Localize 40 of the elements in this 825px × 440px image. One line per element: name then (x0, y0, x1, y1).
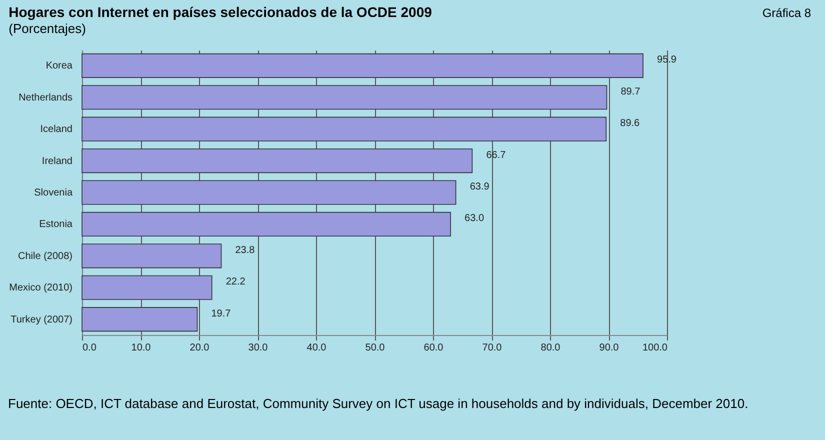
x-tick-label: 90.0 (599, 342, 620, 354)
bar (82, 244, 222, 268)
bar (82, 85, 608, 110)
y-tick-label: Mexico (2010) (9, 282, 72, 294)
data-label: 19.7 (211, 308, 232, 320)
x-tick-label: 100.0 (642, 342, 668, 354)
source-note: Fuente: OECD, ICT database and Eurostat, Community Survey on ICT usage in households and by individuals, December 2010. (8, 396, 750, 412)
x-tick-label: 10.0 (131, 342, 152, 354)
x-tick-label: 30.0 (248, 342, 268, 354)
y-tick-label: Turkey (2007) (10, 314, 72, 326)
y-tick-label: Iceland (40, 124, 72, 136)
bar (82, 307, 198, 332)
data-label: 22.2 (226, 276, 246, 288)
x-tick-label: 40.0 (306, 342, 327, 354)
bar (82, 180, 456, 205)
bar (82, 53, 644, 78)
x-tick-label: 70.0 (482, 342, 502, 354)
bar (82, 148, 473, 174)
x-tick-label: 20.0 (190, 342, 210, 354)
y-tick-label: Netherlands (18, 92, 72, 104)
bar (82, 212, 451, 236)
data-label: 63.0 (464, 213, 484, 224)
data-label: 63.9 (470, 182, 490, 192)
x-tick-label: 50.0 (365, 342, 386, 354)
x-tick-label: 80.0 (540, 342, 561, 354)
chart-title: Hogares con Internet en países seleccionados de la OCDE 2009 (8, 4, 432, 20)
y-tick-label: Ireland (42, 156, 72, 167)
chart-subtitle: (Porcentajes) (8, 21, 86, 36)
text: Gráfica 8 (762, 6, 811, 20)
data-label: 89.7 (620, 86, 641, 98)
x-tick-label: 60.0 (424, 342, 444, 354)
bar (82, 275, 212, 300)
y-tick-label: Korea (46, 60, 73, 72)
y-tick-label: Slovenia (34, 188, 73, 198)
data-label: 23.8 (235, 244, 256, 256)
data-label: 89.6 (620, 118, 640, 130)
y-tick-label: Estonia (39, 219, 73, 230)
bar (82, 116, 607, 142)
x-tick-label: 0.0 (82, 342, 97, 354)
y-tick-label: Chile (2008) (18, 250, 72, 262)
